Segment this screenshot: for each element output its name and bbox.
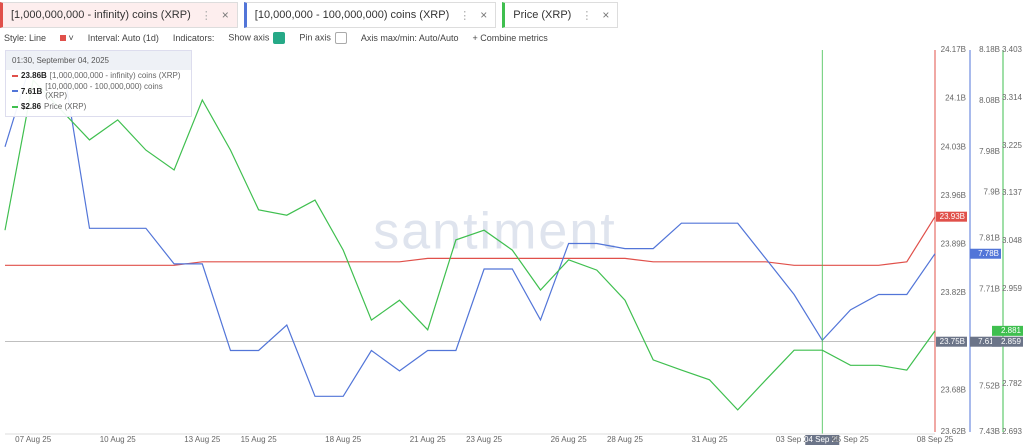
- tooltip-value: $2.86: [21, 102, 42, 111]
- series-line: [4, 78, 936, 411]
- tooltip: 01:30, September 04, 2025 23.86B [1,000,0…: [5, 50, 192, 117]
- series-line: [5, 216, 936, 266]
- crosshair-label: 2.859: [1001, 337, 1022, 346]
- tooltip-row: 7.61B [10,000,000 - 100,000,000) coins (X…: [6, 81, 191, 101]
- x-tick-label: 26 Aug 25: [551, 435, 588, 444]
- tab-menu[interactable]: ⋮: [581, 9, 593, 22]
- interval-select[interactable]: Interval: Auto (1d): [87, 33, 159, 43]
- y-tick-label: 2.782: [1002, 379, 1023, 388]
- x-tick-label: 15 Aug 25: [241, 435, 278, 444]
- tab-menu[interactable]: ⋮: [200, 9, 212, 22]
- y-tick-label: 8.18B: [979, 45, 1000, 54]
- label: Show axis: [228, 32, 270, 43]
- y-tick-label: 8.08B: [979, 96, 1000, 105]
- label: Combine metrics: [480, 33, 548, 43]
- x-tick-label: 13 Aug 25: [184, 435, 221, 444]
- y-tick-label: 7.43B: [979, 427, 1000, 436]
- tooltip-name: [10,000,000 - 100,000,000) coins (XRP): [45, 82, 163, 100]
- tab-menu[interactable]: ⋮: [459, 9, 471, 22]
- x-tick-label: 23 Aug 25: [466, 435, 503, 444]
- style-select[interactable]: Style: Line: [4, 33, 47, 43]
- tooltip-title: 01:30, September 04, 2025: [6, 51, 191, 70]
- y-tick-label: 23.82B: [941, 288, 966, 297]
- tooltip-name: Price (XRP): [44, 102, 87, 111]
- y-tick-label: 7.71B: [979, 284, 1000, 293]
- x-tick-label: 10 Aug 25: [100, 435, 137, 444]
- tab-close[interactable]: ×: [602, 8, 610, 22]
- x-tick-label: 05 Sep 25: [832, 435, 869, 444]
- tab-label: [1,000,000,000 - infinity) coins (XRP): [11, 9, 191, 21]
- last-value-label: 2.881: [1001, 326, 1022, 335]
- series-line: [4, 54, 936, 397]
- y-tick-label: 7.9B: [984, 188, 1000, 197]
- tooltip-row: $2.86 Price (XRP): [6, 101, 191, 116]
- y-tick-label: 2.959: [1002, 284, 1023, 293]
- y-tick-label: 24.17B: [941, 45, 966, 54]
- last-value-tag: [936, 211, 967, 222]
- y-tick-label: 3.048: [1002, 236, 1023, 245]
- tooltip-value: 7.61B: [20, 86, 43, 96]
- crosshair-tag: [992, 336, 1023, 347]
- y-tick-label: 23.96B: [941, 191, 966, 200]
- pin-axis-toggle[interactable]: Pin axis: [299, 32, 347, 44]
- metric-tabs: [1,000,000,000 - infinity) coins (XRP) ⋮ ×…: [0, 0, 619, 28]
- metric-tab[interactable]: [10,000,000 - 100,000,000) coins (XRP) ⋮ ×: [243, 2, 497, 28]
- last-value-tag: [970, 248, 1001, 259]
- last-value-label: 23.93B: [940, 212, 965, 221]
- x-tick-label: 07 Aug 25: [15, 435, 52, 444]
- x-tick-label: 04 Sep 25: [804, 435, 841, 444]
- metric-tab[interactable]: [1,000,000,000 - infinity) coins (XRP) ⋮ ×: [0, 2, 238, 28]
- x-tick-label: 18 Aug 25: [325, 435, 362, 444]
- y-tick-label: 3.314: [1002, 93, 1023, 102]
- tooltip-row: 23.86B [1,000,000,000 - infinity) coins (…: [6, 70, 191, 81]
- toolbar: Style: Line ˅ Interval: Auto (1d) Indica…: [4, 31, 548, 45]
- tab-close[interactable]: ×: [221, 8, 229, 22]
- x-tick-label: 28 Aug 25: [607, 435, 644, 444]
- show-axis-toggle[interactable]: Show axis: [228, 32, 286, 44]
- crosshair-label: 7.61B: [978, 337, 999, 346]
- indicators-select[interactable]: Indicators:: [172, 33, 215, 43]
- y-tick-label: 3.137: [1002, 188, 1023, 197]
- crosshair-label: 23.75B: [940, 337, 965, 346]
- metric-tab[interactable]: Price (XRP) ⋮ ×: [502, 2, 619, 28]
- y-tick-label: 2.693: [1002, 427, 1023, 436]
- checkbox: [273, 32, 286, 44]
- y-tick-label: 7.52B: [979, 381, 1000, 390]
- tooltip-value: 23.86B: [21, 71, 47, 80]
- y-tick-label: 24.03B: [941, 142, 966, 151]
- x-tick-highlight: [805, 435, 840, 445]
- last-value-tag: [992, 325, 1023, 336]
- y-tick-label: 24.1B: [945, 94, 966, 103]
- y-tick-label: 3.403: [1002, 45, 1023, 54]
- x-tick-label: 03 Sep 25: [776, 435, 813, 444]
- y-tick-label: 23.89B: [941, 240, 966, 249]
- x-tick-label: 08 Sep 25: [917, 435, 954, 444]
- x-tick-label: 21 Aug 25: [410, 435, 447, 444]
- label: Pin axis: [299, 32, 331, 43]
- y-tick-label: 7.98B: [979, 147, 1000, 156]
- crosshair-tag: [936, 336, 967, 347]
- combine-metrics-button[interactable]: + Combine metrics: [472, 33, 548, 43]
- tab-label: [10,000,000 - 100,000,000) coins (XRP): [254, 9, 450, 21]
- y-tick-label: 3.225: [1002, 141, 1023, 150]
- last-value-label: 7.78B: [978, 249, 999, 258]
- checkbox: [334, 32, 347, 44]
- crosshair-tag: [970, 336, 1001, 347]
- axis-maxmin-select[interactable]: Axis max/min: Auto/Auto: [360, 33, 459, 43]
- y-tick-label: 7.81B: [979, 234, 1000, 243]
- tooltip-name: [1,000,000,000 - infinity) coins (XRP): [49, 71, 181, 80]
- tab-close[interactable]: ×: [480, 8, 488, 22]
- tab-label: Price (XRP): [513, 9, 572, 21]
- watermark: santiment: [373, 203, 616, 261]
- y-tick-label: 23.62B: [941, 427, 966, 436]
- color-select[interactable]: ˅: [60, 33, 74, 43]
- x-tick-label: 31 Aug 25: [692, 435, 729, 444]
- y-tick-label: 23.68B: [941, 385, 966, 394]
